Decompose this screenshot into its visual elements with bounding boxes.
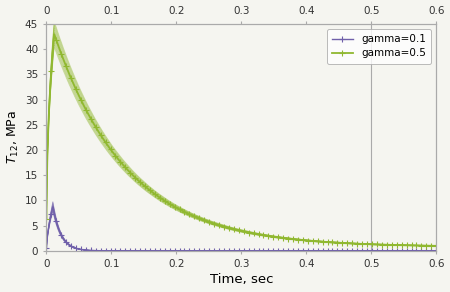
gamma=0.1 — [210, 249, 216, 253]
gamma=0.5 — [112, 152, 117, 156]
gamma=0.5 — [88, 117, 94, 121]
gamma=0.5 — [426, 244, 432, 248]
gamma=0.1 — [194, 249, 199, 253]
gamma=0.1 — [88, 249, 94, 252]
gamma=0.1 — [112, 249, 117, 253]
X-axis label: Time, sec: Time, sec — [210, 273, 273, 286]
gamma=0.1 — [426, 249, 432, 253]
gamma=0.5 — [194, 215, 199, 219]
gamma=0.1 — [384, 249, 389, 253]
Legend: gamma=0.1, gamma=0.5: gamma=0.1, gamma=0.5 — [327, 29, 431, 64]
gamma=0.5 — [210, 222, 216, 225]
Line: gamma=0.5: gamma=0.5 — [44, 32, 439, 248]
gamma=0.5 — [384, 243, 389, 246]
gamma=0.1 — [50, 205, 55, 208]
Y-axis label: $T_{12}$, MPa: $T_{12}$, MPa — [5, 110, 21, 164]
gamma=0.5 — [52, 32, 57, 36]
gamma=0.1 — [400, 249, 405, 253]
gamma=0.1 — [433, 249, 439, 253]
gamma=0.5 — [44, 217, 49, 221]
gamma=0.5 — [433, 244, 439, 248]
gamma=0.1 — [44, 246, 49, 250]
Line: gamma=0.1: gamma=0.1 — [44, 204, 439, 254]
